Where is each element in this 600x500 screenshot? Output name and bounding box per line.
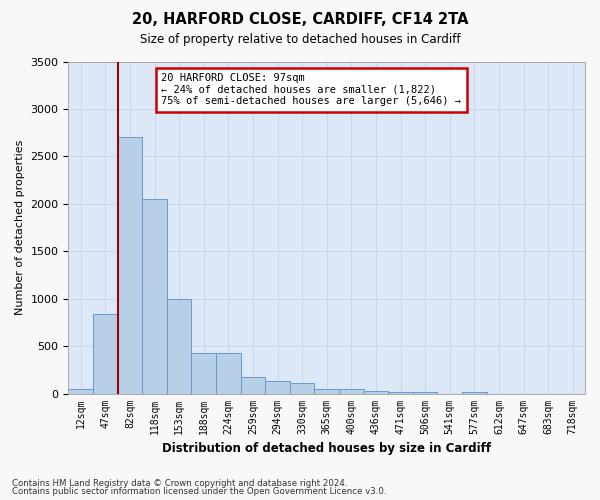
Bar [462,392,487,394]
Bar [388,392,413,394]
Y-axis label: Number of detached properties: Number of detached properties [15,140,25,315]
Bar [216,353,241,394]
Text: 20 HARFORD CLOSE: 97sqm
← 24% of detached houses are smaller (1,822)
75% of semi: 20 HARFORD CLOSE: 97sqm ← 24% of detache… [161,73,461,106]
Bar [167,298,191,394]
Bar [265,381,290,394]
Bar [142,199,167,394]
Bar [364,390,388,394]
Text: Size of property relative to detached houses in Cardiff: Size of property relative to detached ho… [140,32,460,46]
Bar [191,353,216,394]
Bar [413,392,437,394]
Text: Contains HM Land Registry data © Crown copyright and database right 2024.: Contains HM Land Registry data © Crown c… [12,478,347,488]
Bar [314,389,339,394]
Bar [68,389,93,394]
Text: 20, HARFORD CLOSE, CARDIFF, CF14 2TA: 20, HARFORD CLOSE, CARDIFF, CF14 2TA [132,12,468,28]
Bar [118,138,142,394]
Bar [241,378,265,394]
Bar [290,383,314,394]
Bar [339,389,364,394]
Text: Contains public sector information licensed under the Open Government Licence v3: Contains public sector information licen… [12,487,386,496]
X-axis label: Distribution of detached houses by size in Cardiff: Distribution of detached houses by size … [162,442,491,455]
Bar [93,314,118,394]
